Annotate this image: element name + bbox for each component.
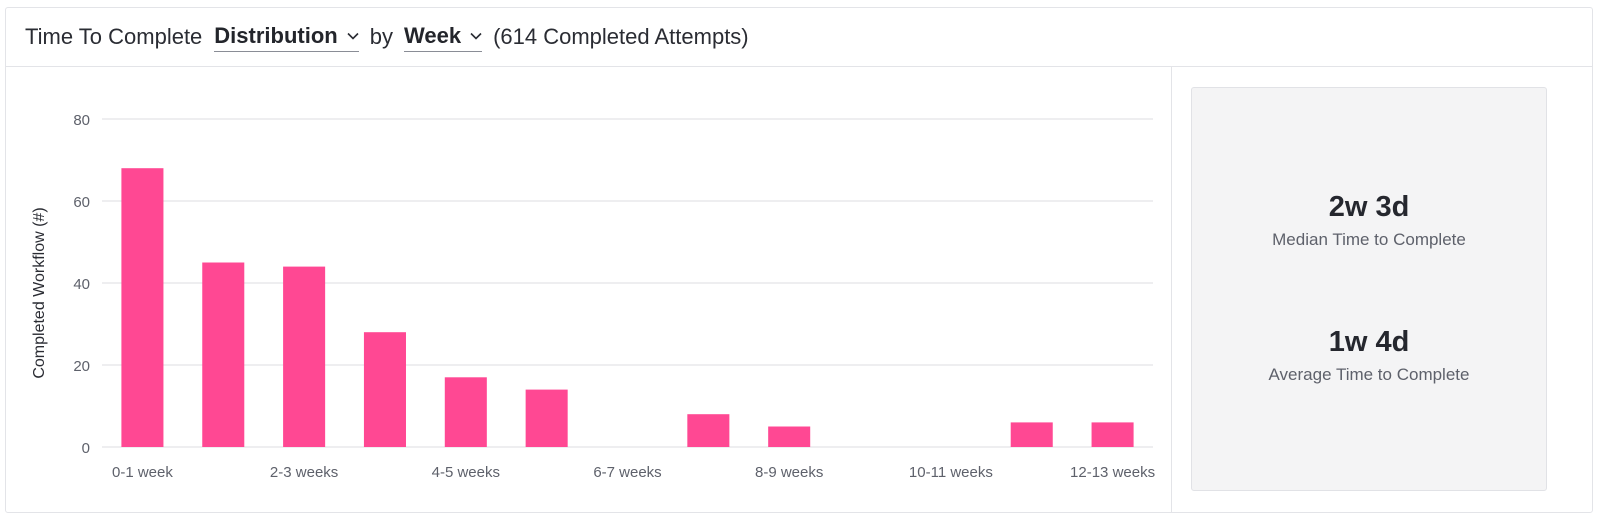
x-tick-label: 2-3 weeks [270,464,338,481]
x-tick-label: 4-5 weeks [432,464,500,481]
completed-attempts-count: (614 Completed Attempts) [493,24,749,49]
bar [525,389,568,447]
period-dropdown-value: Week [403,22,462,48]
chevron-down-icon [347,32,359,40]
bar [1091,422,1134,447]
time-to-complete-card: Time To Complete Distribution by Week (6… [5,7,1593,513]
x-tick-label: 10-11 weeks [909,464,993,481]
by-label: by [369,24,393,49]
y-axis-label: Completed Workflow (#) [31,207,48,378]
bar [121,168,164,447]
distribution-chart: 0 20 40 60 80 0-1 week 2-3 weeks 4-5 weeks 6-7 w… [6,67,1172,512]
bar [283,266,326,447]
y-tick-label: 40 [73,276,90,293]
median-label: Median Time to Complete [1272,230,1466,249]
average-stat: 1w 4d Average Time to Complete [1192,326,1546,385]
summary-stats-panel: 2w 3d Median Time to Complete 1w 4d Aver… [1191,87,1547,491]
metric-dropdown-value: Distribution [214,22,338,48]
x-tick-label: 8-9 weeks [755,464,823,481]
bar [202,262,245,447]
bar-chart-svg: 0 20 40 60 80 0-1 week 2-3 weeks 4-5 weeks 6-7 w… [31,112,1155,481]
header-title: Time To Complete [25,24,203,49]
metric-dropdown[interactable]: Distribution [214,22,359,52]
period-dropdown[interactable]: Week [403,22,483,52]
y-tick-label: 60 [73,194,90,211]
x-tick-label: 6-7 weeks [593,464,661,481]
card-header: Time To Complete Distribution by Week (6… [6,8,1592,67]
average-value: 1w 4d [1328,326,1410,358]
median-stat: 2w 3d Median Time to Complete [1192,191,1546,250]
y-tick-label: 20 [73,358,90,375]
bar [444,377,487,447]
bar [1010,422,1053,447]
bar [363,332,406,447]
y-tick-label: 0 [82,440,90,457]
chevron-down-icon [470,32,482,40]
bar [768,426,811,447]
average-label: Average Time to Complete [1268,365,1470,384]
bar [687,414,730,447]
x-tick-label: 0-1 week [112,464,173,481]
median-value: 2w 3d [1328,191,1410,223]
y-tick-label: 80 [73,112,90,129]
x-tick-label: 12-13 weeks [1070,464,1155,481]
